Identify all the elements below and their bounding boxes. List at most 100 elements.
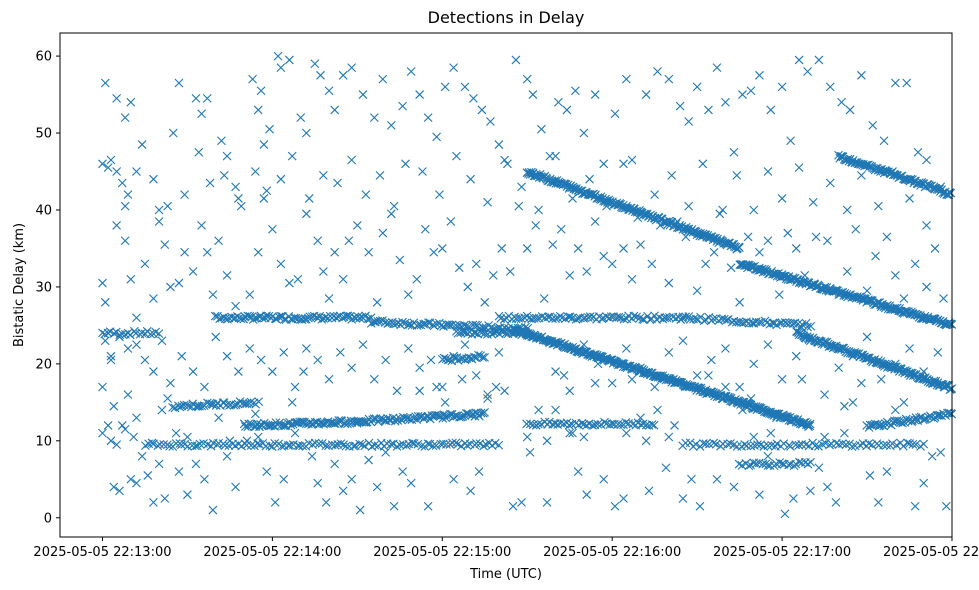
data-point (865, 471, 875, 480)
data-point (316, 70, 325, 80)
data-point (664, 74, 674, 84)
x-tick-label: 2025-05-05 22:13:00 (33, 545, 171, 560)
data-point (298, 441, 307, 451)
data-point (709, 438, 719, 448)
data-point (304, 194, 314, 203)
data-point (483, 394, 492, 403)
data-point (454, 263, 464, 273)
data-point (794, 163, 804, 173)
data-point (126, 97, 136, 107)
data-point (619, 314, 629, 324)
data-point (339, 440, 349, 450)
data-point (290, 428, 300, 438)
data-point (794, 55, 804, 65)
data-point (460, 82, 470, 92)
data-point (106, 155, 116, 165)
data-point (670, 421, 679, 430)
data-point (437, 244, 447, 253)
data-point (347, 155, 357, 165)
data-point (222, 270, 232, 280)
data-point (483, 197, 492, 207)
data-point (112, 440, 122, 450)
x-tick-label: 2025-05-05 22:16:00 (543, 545, 681, 560)
data-point (525, 447, 535, 457)
data-point (177, 351, 187, 361)
data-point (521, 327, 531, 337)
data-point (168, 402, 177, 412)
data-point (417, 441, 427, 451)
data-point (357, 440, 367, 449)
data-point (664, 432, 674, 442)
data-point (276, 259, 286, 269)
data-point (165, 441, 174, 451)
data-point (253, 247, 263, 257)
data-point (160, 240, 170, 249)
data-point (301, 344, 311, 353)
data-point (246, 397, 256, 407)
data-point (120, 201, 130, 211)
data-point (864, 439, 874, 448)
data-point (779, 439, 789, 448)
data-point (146, 329, 155, 339)
data-point (579, 340, 589, 350)
data-point (297, 417, 307, 427)
data-point (834, 440, 844, 449)
data-point (738, 90, 747, 99)
data-point (674, 377, 683, 387)
data-point (441, 354, 451, 364)
data-point (632, 312, 641, 322)
data-point (372, 482, 382, 492)
data-point (708, 314, 718, 324)
data-point (565, 386, 575, 396)
data-point (231, 482, 240, 492)
data-point (274, 312, 284, 322)
data-point (338, 486, 348, 496)
data-point (933, 410, 943, 420)
data-point (355, 505, 365, 515)
data-point (476, 408, 486, 418)
data-point (919, 439, 929, 449)
data-point (522, 244, 532, 253)
data-point (789, 494, 798, 503)
data-point (378, 228, 388, 238)
data-point (180, 190, 189, 199)
data-point (565, 270, 575, 280)
data-point (159, 440, 169, 449)
data-point (922, 155, 931, 165)
data-point (360, 441, 370, 451)
data-point (449, 63, 459, 73)
data-point (154, 217, 164, 226)
data-point (347, 63, 357, 73)
data-point (667, 170, 677, 180)
data-point (706, 355, 716, 365)
data-point (175, 402, 185, 412)
data-point (279, 421, 288, 431)
data-point (98, 159, 107, 169)
data-point (324, 374, 334, 384)
data-point (734, 243, 744, 253)
data-point (910, 501, 920, 511)
data-point (919, 478, 929, 488)
data-point (766, 105, 776, 115)
data-point (155, 439, 165, 449)
data-point (171, 439, 181, 448)
data-point (941, 501, 951, 511)
data-point (301, 209, 311, 219)
data-point (286, 420, 296, 430)
data-point (466, 486, 475, 496)
data-point (565, 312, 575, 322)
data-point (551, 405, 560, 415)
data-point (568, 194, 577, 203)
plot-frame (59, 32, 953, 538)
data-point (890, 405, 900, 415)
data-point (570, 86, 580, 96)
data-point (301, 128, 311, 138)
data-point (358, 90, 368, 99)
data-point (678, 494, 688, 503)
data-point (219, 170, 229, 180)
data-point (469, 94, 478, 103)
data-point (100, 297, 110, 307)
data-point (692, 371, 702, 380)
data-point (500, 155, 509, 165)
data-point (120, 236, 130, 246)
